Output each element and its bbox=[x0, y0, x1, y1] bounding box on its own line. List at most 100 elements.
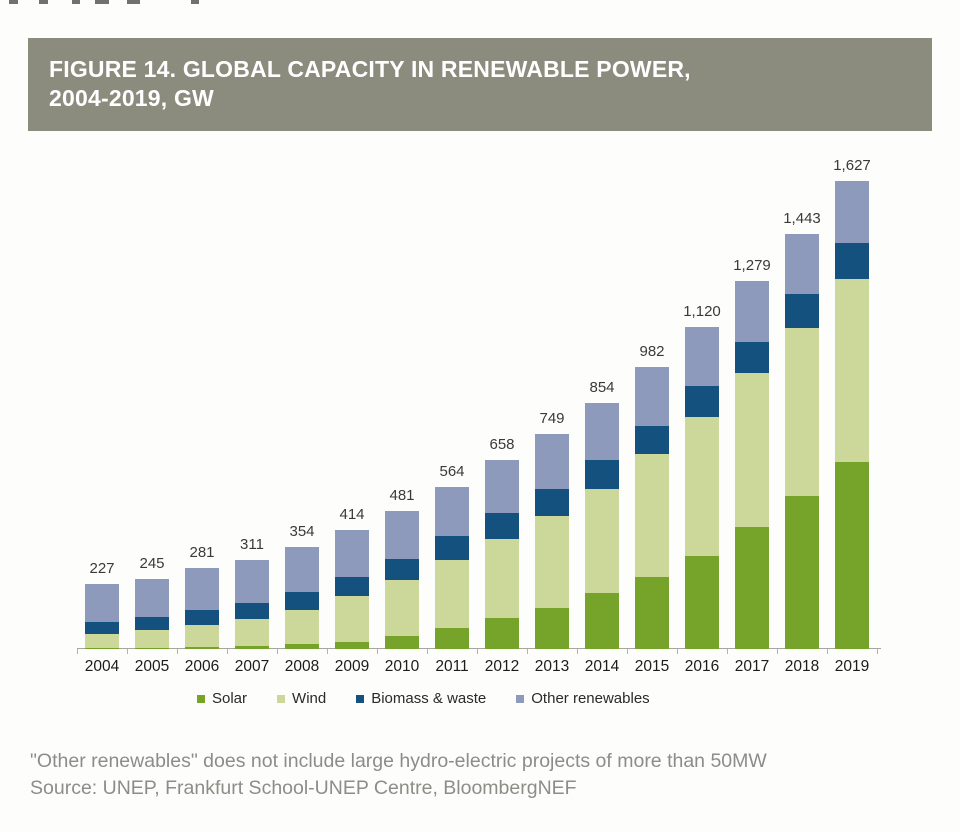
legend-item-wind: Wind bbox=[277, 690, 326, 707]
bar-segment-biomass-waste-2005 bbox=[135, 616, 169, 631]
bar-segment-solar-2016 bbox=[685, 555, 719, 649]
bar-segment-biomass-waste-2007 bbox=[235, 602, 269, 620]
bar-slot-2014: 854 2014 bbox=[577, 169, 627, 675]
stacked-bar-2016 bbox=[685, 326, 719, 649]
bar-total-label: 227 bbox=[89, 559, 115, 577]
bar-segment-solar-2004 bbox=[85, 647, 119, 649]
bar-total-label: 1,627 bbox=[833, 157, 871, 174]
bar-segment-wind-2007 bbox=[235, 619, 269, 647]
x-tick-label: 2018 bbox=[784, 658, 820, 675]
bar-slot-2009: 414 2009 bbox=[327, 169, 377, 675]
x-axis-tick bbox=[377, 649, 378, 654]
bar-segment-other-renewables-2010 bbox=[385, 510, 419, 559]
artifact-dash bbox=[127, 0, 140, 4]
bar-segment-other-renewables-2018 bbox=[785, 233, 819, 294]
x-axis-tick bbox=[227, 649, 228, 654]
bar-segment-other-renewables-2012 bbox=[485, 459, 519, 513]
footnote: "Other renewables" does not include larg… bbox=[30, 750, 767, 772]
x-axis-tick bbox=[127, 649, 128, 654]
bar-segment-other-renewables-2015 bbox=[635, 366, 669, 427]
bar-segment-solar-2005 bbox=[135, 647, 169, 649]
bar-total-label: 749 bbox=[539, 409, 565, 427]
artifact-dash bbox=[72, 0, 80, 4]
x-tick-label: 2011 bbox=[435, 658, 469, 675]
bar-slot-2019: 1,627 2019 bbox=[827, 157, 877, 675]
bar-slot-2010: 481 2010 bbox=[377, 169, 427, 675]
bar-segment-solar-2008 bbox=[285, 644, 319, 649]
bar-slot-2016: 1,120 2016 bbox=[677, 169, 727, 675]
chart-legend: Solar Wind Biomass & waste Other renewab… bbox=[197, 690, 650, 707]
bar-segment-biomass-waste-2013 bbox=[535, 489, 569, 517]
bar-segment-wind-2011 bbox=[435, 560, 469, 629]
x-axis-tick bbox=[77, 649, 78, 654]
figure-title-banner: FIGURE 14. GLOBAL CAPACITY IN RENEWABLE … bbox=[28, 38, 932, 131]
bar-segment-other-renewables-2014 bbox=[585, 403, 619, 461]
bar-segment-other-renewables-2006 bbox=[185, 568, 219, 611]
bar-slot-2008: 354 2008 bbox=[277, 169, 327, 675]
bar-segment-biomass-waste-2011 bbox=[435, 536, 469, 561]
x-tick-label: 2010 bbox=[384, 658, 420, 675]
bar-segment-biomass-waste-2012 bbox=[485, 512, 519, 540]
x-tick-label: 2006 bbox=[184, 658, 220, 675]
stacked-bar-2019 bbox=[835, 181, 869, 649]
bar-segment-solar-2006 bbox=[185, 647, 219, 649]
bar-total-label: 1,120 bbox=[683, 302, 721, 320]
bar-segment-other-renewables-2007 bbox=[235, 559, 269, 603]
bar-segment-other-renewables-2013 bbox=[535, 433, 569, 490]
x-tick-label: 2013 bbox=[534, 658, 570, 675]
x-axis-tick bbox=[327, 649, 328, 654]
x-tick-label: 2004 bbox=[84, 658, 120, 675]
stacked-bar-2018 bbox=[785, 233, 819, 649]
legend-item-other-renewables: Other renewables bbox=[516, 690, 650, 707]
bar-segment-other-renewables-2008 bbox=[285, 547, 319, 592]
bar-total-label: 311 bbox=[240, 535, 264, 553]
bar-segment-solar-2013 bbox=[535, 608, 569, 649]
bar-segment-other-renewables-2004 bbox=[85, 583, 119, 622]
stacked-bar-2010 bbox=[385, 510, 419, 649]
legend-item-solar: Solar bbox=[197, 690, 247, 707]
bar-segment-solar-2018 bbox=[785, 496, 819, 649]
bar-segment-solar-2012 bbox=[485, 618, 519, 649]
legend-swatch-other-renewables bbox=[516, 694, 525, 703]
bar-total-label: 1,279 bbox=[733, 257, 771, 275]
bar-total-label: 564 bbox=[439, 462, 465, 480]
bar-total-label: 1,443 bbox=[783, 209, 821, 227]
x-tick-label: 2009 bbox=[334, 658, 370, 675]
x-tick-label: 2015 bbox=[634, 658, 670, 675]
x-axis-tick bbox=[477, 649, 478, 654]
artifact-dash bbox=[191, 0, 199, 4]
x-axis-tick bbox=[727, 649, 728, 654]
bar-slot-2011: 564 2011 bbox=[427, 169, 477, 675]
bar-slot-2006: 281 2006 bbox=[177, 169, 227, 675]
bar-segment-solar-2010 bbox=[385, 636, 419, 649]
bar-segment-biomass-waste-2015 bbox=[635, 426, 669, 455]
x-axis-tick bbox=[827, 649, 828, 654]
bar-slot-2012: 658 2012 bbox=[477, 169, 527, 675]
bar-segment-biomass-waste-2017 bbox=[735, 341, 769, 374]
figure-title-line2: 2004-2019, GW bbox=[49, 85, 214, 111]
bar-slot-2013: 749 2013 bbox=[527, 169, 577, 675]
x-axis-tick bbox=[427, 649, 428, 654]
bar-total-label: 982 bbox=[639, 342, 665, 360]
bar-slot-2017: 1,279 2017 bbox=[727, 169, 777, 675]
artifact-dash bbox=[95, 0, 109, 4]
x-tick-label: 2017 bbox=[734, 658, 770, 675]
bar-total-label: 854 bbox=[589, 379, 615, 397]
bar-total-label: 481 bbox=[389, 486, 415, 504]
stacked-bar-chart: 227 2004 245 2005 281 2006 311 2007 354 2008 414 20… bbox=[77, 157, 881, 675]
x-axis-tick bbox=[177, 649, 178, 654]
legend-label-wind: Wind bbox=[292, 690, 327, 707]
bar-segment-solar-2019 bbox=[835, 461, 869, 649]
stacked-bar-2008 bbox=[285, 547, 319, 649]
bar-slot-2015: 982 2015 bbox=[627, 169, 677, 675]
stacked-bar-2011 bbox=[435, 486, 469, 649]
legend-swatch-wind bbox=[277, 694, 286, 703]
x-axis-tick bbox=[577, 649, 578, 654]
bar-total-label: 281 bbox=[189, 544, 215, 562]
bar-slot-2004: 227 2004 bbox=[77, 169, 127, 675]
x-axis-line bbox=[77, 648, 881, 649]
legend-label-other-renewables: Other renewables bbox=[531, 690, 650, 707]
stacked-bar-2009 bbox=[335, 529, 369, 649]
caption: "Other renewables" does not include larg… bbox=[30, 748, 950, 802]
bar-total-label: 245 bbox=[139, 554, 165, 572]
